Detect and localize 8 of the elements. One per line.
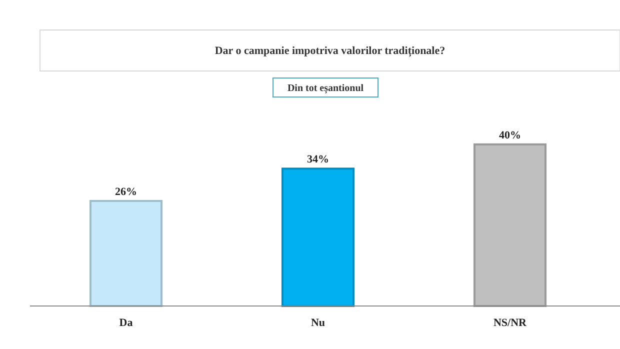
data-label: 40% [499, 129, 521, 142]
x-tick-label: NS/NR [493, 317, 528, 329]
data-label: 34% [307, 154, 329, 166]
chart-title: Dar o campanie impotriva valorilor tradiționale? [214, 45, 446, 57]
x-tick-label: Nu [310, 317, 326, 329]
data-label: 26% [115, 186, 137, 198]
chart-subtitle: Din tot eșantionul [287, 83, 364, 94]
x-tick-label: Da [119, 317, 134, 329]
